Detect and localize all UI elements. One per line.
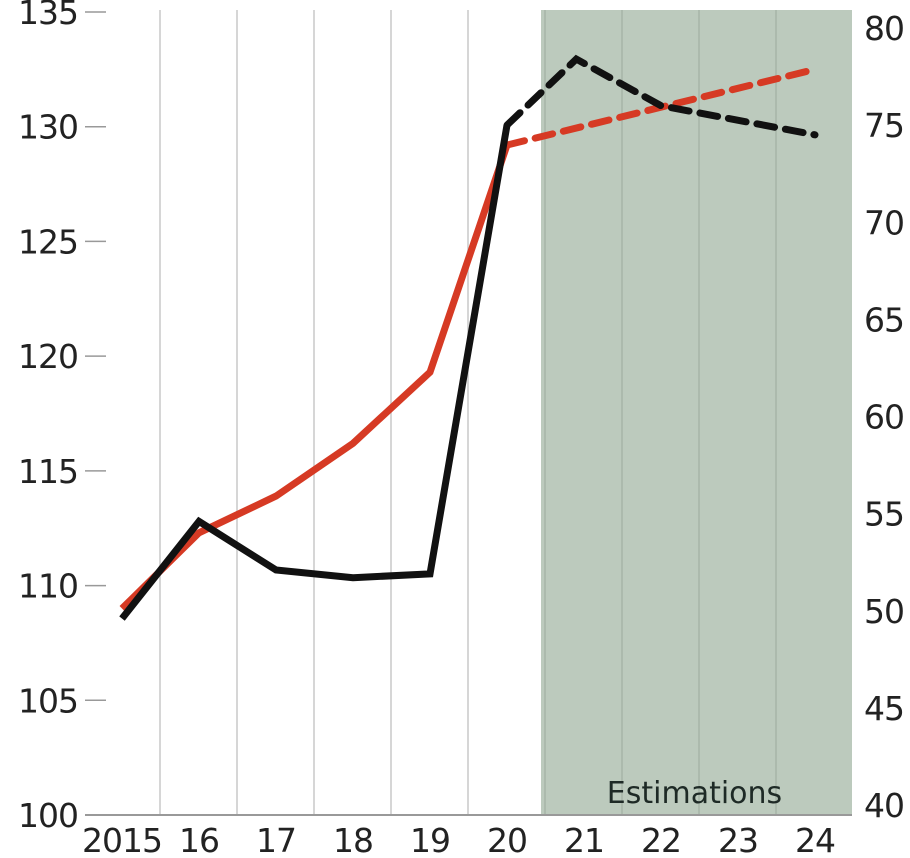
right-tick-label: 65: [864, 300, 904, 339]
left-tick-label: 135: [18, 0, 78, 32]
left-tick-label: 130: [18, 108, 78, 147]
left-tick-label: 125: [18, 222, 78, 261]
estimations-label: Estimations: [607, 776, 782, 811]
right-tick-label: 75: [864, 106, 904, 145]
x-tick-label: 23: [718, 821, 758, 858]
x-tick-label: 20: [487, 821, 527, 858]
x-tick-label: 21: [564, 821, 604, 858]
right-tick-label: 50: [864, 592, 904, 631]
left-tick-label: 105: [18, 681, 78, 720]
x-tick-label: 18: [333, 821, 373, 858]
right-tick-label: 80: [864, 9, 904, 48]
left-tick-label: 100: [18, 796, 78, 835]
estimations-shade: [541, 10, 852, 815]
series-lines: [119, 54, 819, 621]
right-axis-ticks: 40 45 50 55 60 65 70 75 80: [864, 9, 905, 825]
series-line-actual: [119, 143, 511, 612]
right-tick-label: 40: [864, 786, 904, 825]
left-tick-label: 110: [18, 567, 78, 606]
right-tick-label: 55: [864, 495, 904, 534]
x-tick-label: 24: [795, 821, 835, 858]
x-tick-label: 16: [179, 821, 219, 858]
left-tick-label: 115: [18, 452, 78, 491]
right-tick-label: 70: [864, 203, 904, 242]
right-tick-label: 60: [864, 398, 904, 437]
gridlines: [159, 10, 777, 815]
left-axis-ticks: 100 105 110 115 120 125 130 135: [18, 0, 106, 835]
x-tick-label: 22: [641, 821, 681, 858]
right-tick-label: 45: [864, 689, 904, 728]
x-axis-ticks: 2015 16 17 18 19 20 21 22 23 24: [82, 821, 836, 858]
left-tick-label: 120: [18, 337, 78, 376]
x-tick-label: 19: [410, 821, 450, 858]
x-tick-label: 17: [256, 821, 296, 858]
x-tick-label: 2015: [82, 821, 162, 858]
series-line-estimate: [503, 54, 819, 139]
series-line-actual: [119, 124, 511, 621]
